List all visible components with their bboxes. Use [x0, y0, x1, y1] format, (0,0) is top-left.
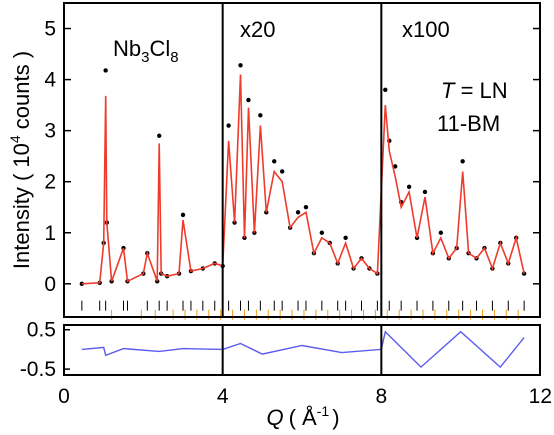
y-axis-ticks: 0 1 2 3 4 5 [44, 18, 540, 296]
instrument-label: 11-BM [437, 111, 500, 136]
y-tick-label: 0 [44, 273, 56, 296]
sample-element-2: Cl [149, 36, 170, 61]
observed-point [460, 159, 465, 164]
sample-label: Nb3Cl8 [113, 36, 179, 66]
residual-data-layer [81, 330, 525, 369]
observed-point [422, 189, 428, 195]
observed-point [238, 63, 243, 68]
observed-point [246, 97, 251, 103]
temperature-symbol: T [441, 78, 456, 103]
sample-subscript-1: 3 [141, 49, 149, 66]
y-axis-title: Intensity ( 104 counts ) [7, 51, 34, 269]
observed-point [272, 159, 277, 164]
scale-label-mid: x20 [240, 17, 275, 42]
difference-line [81, 330, 525, 369]
residual-tick-label: -0.5 [20, 358, 56, 381]
x-tick-label: 8 [375, 385, 387, 408]
x-tick-label: 12 [529, 385, 552, 408]
x-axis: 0 4 8 12 [58, 310, 552, 408]
observed-point [226, 123, 231, 128]
observed-point [303, 205, 309, 210]
x-tick-label: 0 [58, 385, 70, 408]
y-axis-title-exponent: 4 [7, 135, 23, 143]
x-axis-title: Q( Å-1) [266, 403, 339, 430]
y-tick-label: 4 [44, 69, 56, 92]
calculated-line [81, 74, 525, 285]
y-axis-title-main: Intensity ( 10 [9, 143, 34, 269]
observed-point [103, 68, 108, 73]
x-axis-unit-exponent: -1 [317, 403, 330, 419]
observed-point [319, 230, 325, 235]
observed-point [295, 210, 301, 215]
residual-frame [63, 324, 541, 376]
x-axis-symbol: Q [266, 405, 283, 430]
y-tick-label: 1 [44, 222, 56, 245]
sample-subscript-2: 8 [170, 49, 178, 66]
observed-point [157, 133, 162, 138]
y-tick-label: 3 [44, 120, 56, 143]
residual-tick-label: 0.5 [27, 319, 56, 342]
observed-point [279, 169, 285, 174]
y-tick-label: 5 [44, 18, 56, 41]
main-frame [63, 2, 541, 318]
residual-y-axis-ticks: 0.5 -0.5 [20, 319, 70, 381]
observed-point [393, 164, 398, 169]
observed-point [383, 87, 388, 92]
y-axis-title-rest: counts ) [9, 51, 34, 135]
x-tick-label: 4 [217, 385, 229, 408]
scale-label-high: x100 [402, 17, 450, 42]
main-data-layer [79, 63, 527, 287]
temperature-label: T = LN [441, 78, 508, 103]
x-axis-unit: ( Å [289, 405, 317, 430]
main-panel: 0 1 2 3 4 5 [44, 2, 541, 320]
observed-point [521, 271, 527, 276]
residual-panel: 0.5 -0.5 [20, 319, 541, 381]
temperature-value: = LN [454, 78, 507, 103]
sample-element-1: Nb [113, 36, 141, 61]
observed-point [180, 212, 186, 218]
y-tick-label: 2 [44, 171, 56, 194]
observed-point [258, 113, 263, 118]
x-axis-unit-close: ) [332, 405, 339, 430]
observed-point [406, 184, 412, 190]
observed-point [343, 235, 348, 241]
observed-point [438, 230, 444, 235]
